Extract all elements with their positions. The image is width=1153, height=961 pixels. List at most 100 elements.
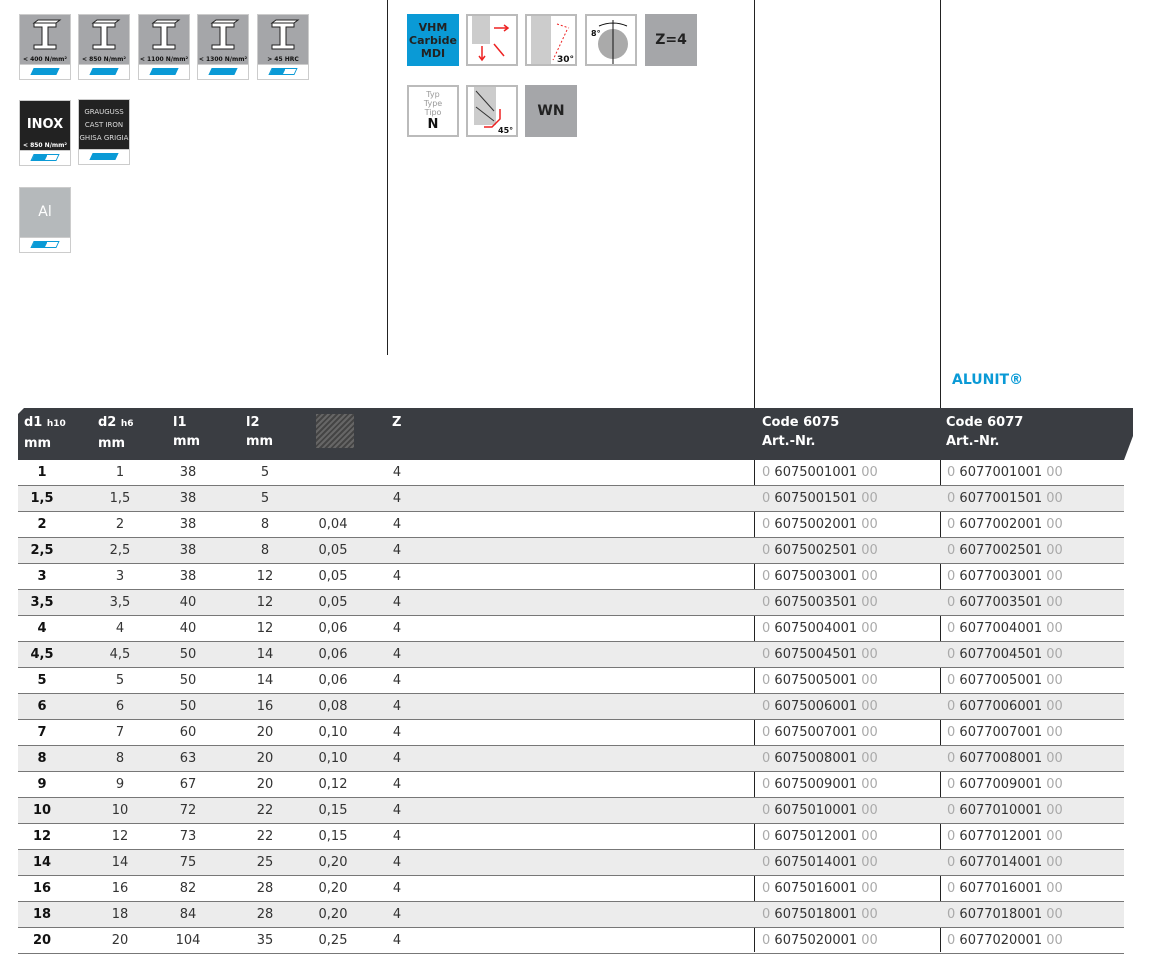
divider	[754, 0, 755, 952]
carbide-label: Carbide	[409, 34, 457, 47]
cell: 0,10	[318, 751, 348, 766]
article-number: 0 6075007001 00	[762, 725, 878, 740]
table-row: 12 12 73 22 0,15 4 0 6075012001 00 0 6077012001…	[18, 824, 1124, 850]
cell: 14	[32, 855, 52, 870]
i-beam-icon	[32, 19, 62, 50]
cell: 28	[256, 907, 274, 922]
helix-30-icon: 30°	[525, 14, 577, 66]
article-number: 0 6075016001 00	[762, 881, 878, 896]
angle-30-label: 30°	[557, 55, 574, 64]
carbide-icon: VHM Carbide MDI	[407, 14, 459, 66]
table-row: 10 10 72 22 0,15 4 0 6075010001 00 0 6077010001…	[18, 798, 1124, 824]
carbide-label: VHM	[418, 21, 448, 34]
table-row: 14 14 75 25 0,20 4 0 6075014001 00 0 6077014001…	[18, 850, 1124, 876]
cell: 40	[179, 595, 197, 610]
cell: 8	[260, 543, 270, 558]
cell: 1,5	[30, 491, 54, 506]
table-row: 7 7 60 20 0,10 4 0 6075007001 00 0 6077007001 0…	[18, 720, 1124, 746]
cell: 20	[111, 933, 129, 948]
cell: 75	[179, 855, 197, 870]
table-row: 20 20 104 35 0,25 4 0 6075020001 00 0 607702000…	[18, 928, 1124, 954]
cell: 4	[392, 855, 402, 870]
cell: 38	[179, 517, 197, 532]
article-number: 0 6075005001 00	[762, 673, 878, 688]
cell: 4	[37, 621, 47, 636]
cell: 16	[32, 881, 52, 896]
table-row: 4,5 4,5 50 14 0,06 4 0 6075004501 00 0 60770045…	[18, 642, 1124, 668]
article-number: 0 6077012001 00	[947, 829, 1063, 844]
cell: 4	[392, 725, 402, 740]
cell: 20	[256, 725, 274, 740]
cell: 8	[115, 751, 125, 766]
cell: 12	[32, 829, 52, 844]
article-number: 0 6075014001 00	[762, 855, 878, 870]
cell: 4	[115, 621, 125, 636]
cell: 8	[37, 751, 47, 766]
article-number: 0 6075012001 00	[762, 829, 878, 844]
divider	[940, 0, 941, 952]
article-number: 0 6077006001 00	[947, 699, 1063, 714]
cell: 7	[115, 725, 125, 740]
cell: 0,05	[318, 543, 348, 558]
cell: 7	[37, 725, 47, 740]
table-row: 6 6 50 16 0,08 4 0 6075006001 00 0 6077006001 0…	[18, 694, 1124, 720]
cell: 4	[392, 621, 402, 636]
col-l1: l1 mm	[173, 415, 201, 449]
table-row: 3,5 3,5 40 12 0,05 4 0 6075003501 00 0 60770035…	[18, 590, 1124, 616]
inox-material-icon: INOX < 850 N/mm²	[19, 100, 71, 166]
col-code-6075: Code 6075 Art.-Nr.	[762, 415, 840, 449]
cell: 4,5	[109, 647, 131, 662]
aluminium-material-icon: Al	[19, 187, 71, 253]
steel-material-icon: < 1100 N/mm²	[138, 14, 190, 80]
cell: 2,5	[30, 543, 54, 558]
col-d2: d2 h6 mm	[98, 415, 134, 451]
table-row: 1 1 38 5 4 0 6075001001 00 0 6077001001 00	[18, 460, 1124, 486]
material-label: > 45 HRC	[267, 56, 299, 63]
cell: 2	[37, 517, 47, 532]
article-number: 0 6077009001 00	[947, 777, 1063, 792]
table-row: 16 16 82 28 0,20 4 0 6075016001 00 0 6077016001…	[18, 876, 1124, 902]
cell: 9	[115, 777, 125, 792]
article-number: 0 6075001501 00	[762, 491, 878, 506]
cell: 4,5	[30, 647, 54, 662]
article-number: 0 6077010001 00	[947, 803, 1063, 818]
article-number: 0 6077014001 00	[947, 855, 1063, 870]
cell: 38	[179, 569, 197, 584]
cell: 4	[392, 595, 402, 610]
cast-iron-label: GRAUGUSS	[84, 108, 124, 116]
cell: 1,5	[109, 491, 131, 506]
rake-angle-8-icon: 8°	[585, 14, 637, 66]
cell: 82	[179, 881, 197, 896]
cell: 4	[392, 881, 402, 896]
cell: 9	[37, 777, 47, 792]
cell: 3	[37, 569, 47, 584]
cell: 3,5	[30, 595, 54, 610]
cell: 0,25	[318, 933, 348, 948]
cell: 20	[256, 777, 274, 792]
cell: 3	[115, 569, 125, 584]
cell: 4	[392, 751, 402, 766]
article-number: 0 6075020001 00	[762, 933, 878, 948]
cell: 4	[392, 777, 402, 792]
i-beam-icon	[91, 19, 121, 50]
cell: 0,04	[318, 517, 348, 532]
cell: 6	[115, 699, 125, 714]
type-label: Typ	[426, 90, 440, 99]
cell: 8	[260, 517, 270, 532]
cell: 40	[179, 621, 197, 636]
type-value: N	[427, 117, 439, 132]
cast-iron-material-icon: GRAUGUSS CAST IRON GHISA GRIGIA	[78, 99, 130, 165]
article-number: 0 6077008001 00	[947, 751, 1063, 766]
cell: 0,06	[318, 647, 348, 662]
cell: 4	[392, 673, 402, 688]
cell: 4	[392, 907, 402, 922]
cell: 50	[179, 673, 197, 688]
article-number: 0 6075001001 00	[762, 465, 878, 480]
article-number: 0 6077005001 00	[947, 673, 1063, 688]
cell: 25	[256, 855, 274, 870]
cell: 5	[260, 491, 270, 506]
type-label: Tipo	[424, 108, 442, 117]
cell: 16	[111, 881, 129, 896]
cell: 0,15	[318, 829, 348, 844]
cell: 18	[32, 907, 52, 922]
